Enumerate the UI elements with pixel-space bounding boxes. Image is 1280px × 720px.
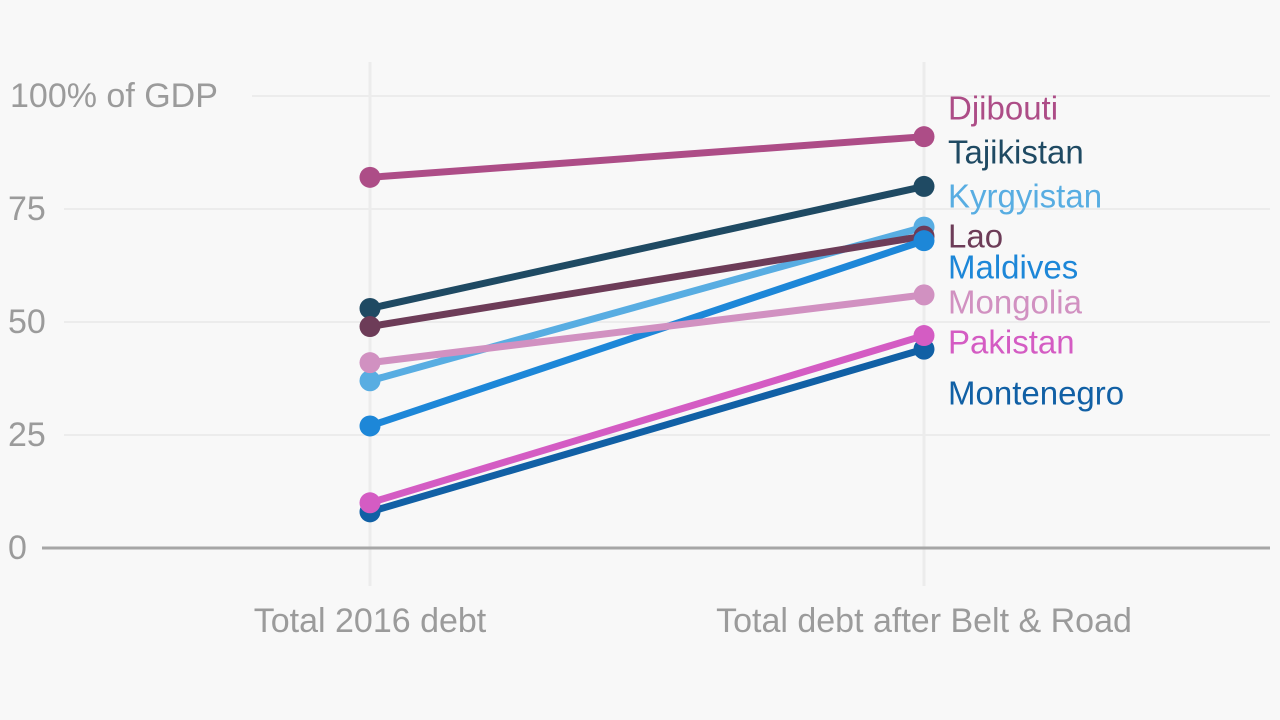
- point-mongolia-after: [913, 284, 935, 306]
- series-line-djibouti: [369, 133, 925, 181]
- point-maldives-after: [913, 230, 935, 252]
- y-tick-label-0: 0: [8, 529, 27, 567]
- series-line-lao: [369, 232, 925, 330]
- point-tajikistan-2016: [359, 297, 381, 319]
- series-line-montenegro: [369, 345, 925, 516]
- series-label-mongolia: Mongolia: [948, 284, 1083, 321]
- series-label-maldives: Maldives: [948, 249, 1078, 286]
- series-label-lao: Lao: [948, 218, 1003, 255]
- point-kyrgyistan-2016: [359, 370, 381, 392]
- series-label-tajikistan: Tajikistan: [948, 134, 1084, 171]
- y-tick-label-50: 50: [8, 303, 46, 341]
- series-label-pakistan: Pakistan: [948, 324, 1075, 361]
- series-line-mongolia: [369, 291, 925, 367]
- point-pakistan-after: [913, 325, 935, 347]
- point-pakistan-2016: [359, 492, 381, 514]
- x-axis-label-total-2016-debt: Total 2016 debt: [253, 602, 487, 640]
- series-line-pakistan: [368, 332, 926, 507]
- y-tick-label-25: 25: [8, 416, 46, 454]
- point-djibouti-after: [913, 126, 935, 148]
- point-djibouti-2016: [359, 166, 381, 188]
- series-label-djibouti: Djibouti: [948, 90, 1058, 127]
- series-line-maldives: [368, 237, 926, 430]
- y-tick-label-75: 75: [8, 190, 46, 228]
- point-maldives-2016: [359, 415, 381, 437]
- series-label-montenegro: Montenegro: [948, 375, 1124, 412]
- point-mongolia-2016: [359, 352, 381, 374]
- point-tajikistan-after: [913, 175, 935, 197]
- y-axis-unit-label: 100% of GDP: [10, 77, 218, 115]
- series-line-tajikistan: [369, 182, 925, 312]
- x-axis-label-total-debt-after-belt-and-road: Total debt after Belt & Road: [716, 602, 1132, 640]
- point-lao-2016: [359, 316, 381, 338]
- series-label-kyrgyistan: Kyrgyistan: [948, 178, 1102, 215]
